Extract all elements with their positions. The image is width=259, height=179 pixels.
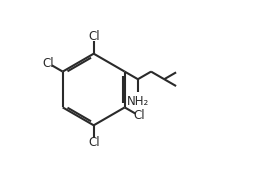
Text: Cl: Cl bbox=[42, 57, 54, 70]
Text: NH₂: NH₂ bbox=[127, 95, 149, 108]
Text: Cl: Cl bbox=[134, 109, 145, 122]
Text: Cl: Cl bbox=[88, 30, 99, 43]
Text: Cl: Cl bbox=[88, 136, 99, 149]
